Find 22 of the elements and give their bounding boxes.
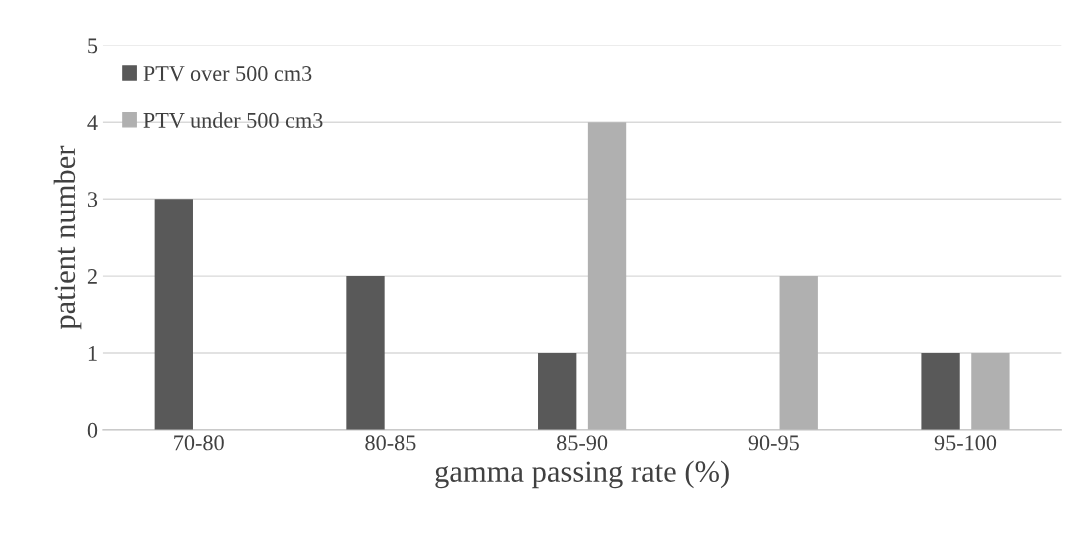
y-tick-label: 0 [87,422,98,438]
y-tick-label: 1 [88,346,97,361]
x-tick-label: 85-90 [557,435,608,451]
bar [346,276,385,430]
x-tick-label: 90-95 [748,435,799,451]
legend-label: PTV over 500 cm3 [143,66,312,82]
y-tick-label: 5 [88,38,98,54]
x-tick-label: 80-85 [365,435,416,451]
y-tick-label: 4 [87,115,98,130]
x-tick-label: 70-80 [174,435,224,451]
y-tick-label: 3 [87,192,98,208]
bar [154,199,193,430]
y-tick-label: 2 [87,269,97,284]
bar [779,276,818,430]
bar [538,352,577,430]
bar [971,352,1010,430]
x-tick-label: 95-100 [934,435,997,451]
y-axis-title: patient number [53,145,82,330]
bar [921,352,960,430]
bar [587,122,627,430]
x-axis-title: gamma passing rate (%) [435,460,729,489]
legend-label: PTV under 500 cm3 [143,112,323,128]
